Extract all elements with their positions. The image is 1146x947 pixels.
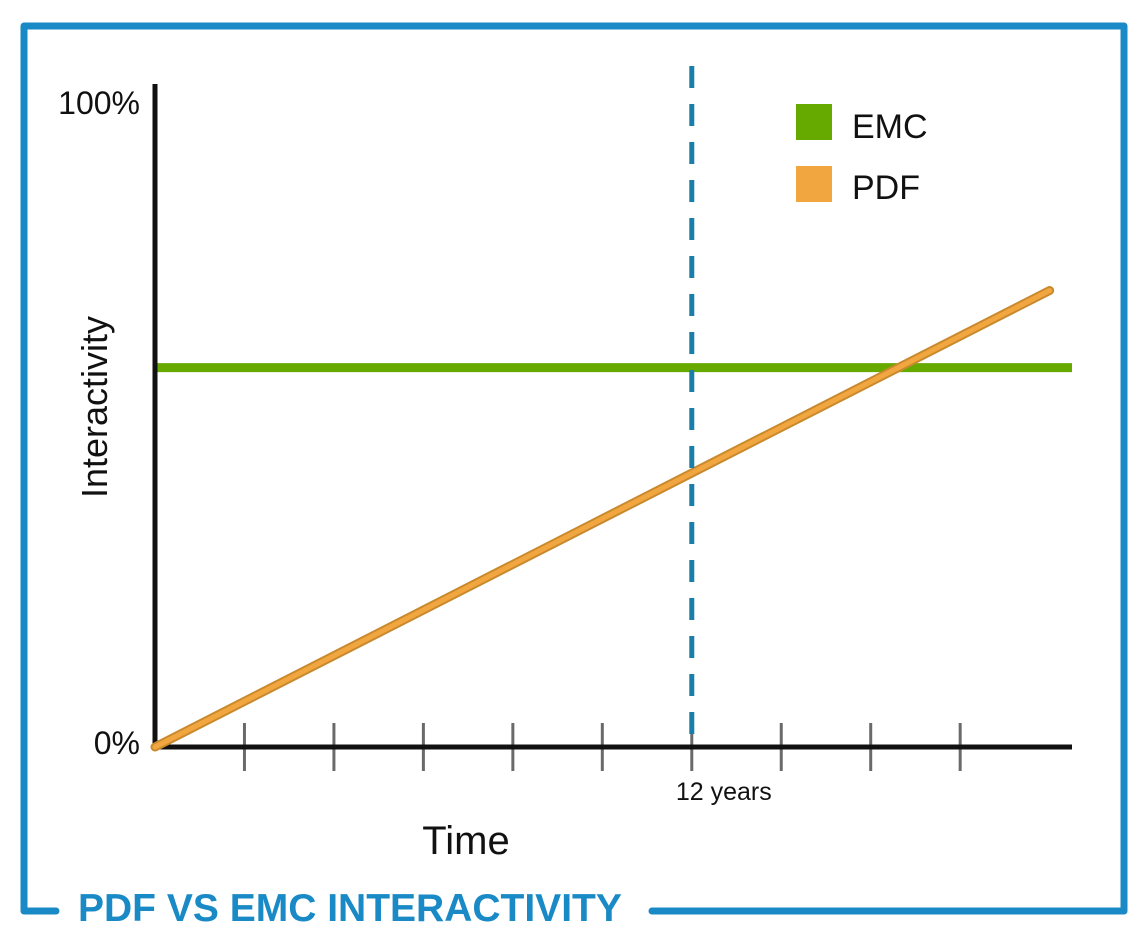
y-tick-label-top: 100%	[58, 85, 140, 121]
legend-swatch-emc	[796, 104, 832, 140]
chart-title: PDF VS EMC INTERACTIVITY	[64, 883, 636, 935]
frame-border	[20, 22, 1128, 915]
legend-label-pdf: PDF	[852, 169, 920, 207]
y-label: Interactivity	[74, 316, 115, 498]
x-label: Time	[422, 819, 509, 863]
legend: EMC PDF	[796, 104, 928, 207]
series-line-pdf	[152, 287, 1053, 750]
legend-label-emc: EMC	[852, 108, 928, 146]
legend-swatch-pdf	[796, 166, 832, 202]
x-tick-label-1: 12 years	[676, 778, 772, 806]
plot-area: 12 years	[150, 66, 1072, 806]
y-tick-label-bottom: 0%	[94, 725, 140, 761]
